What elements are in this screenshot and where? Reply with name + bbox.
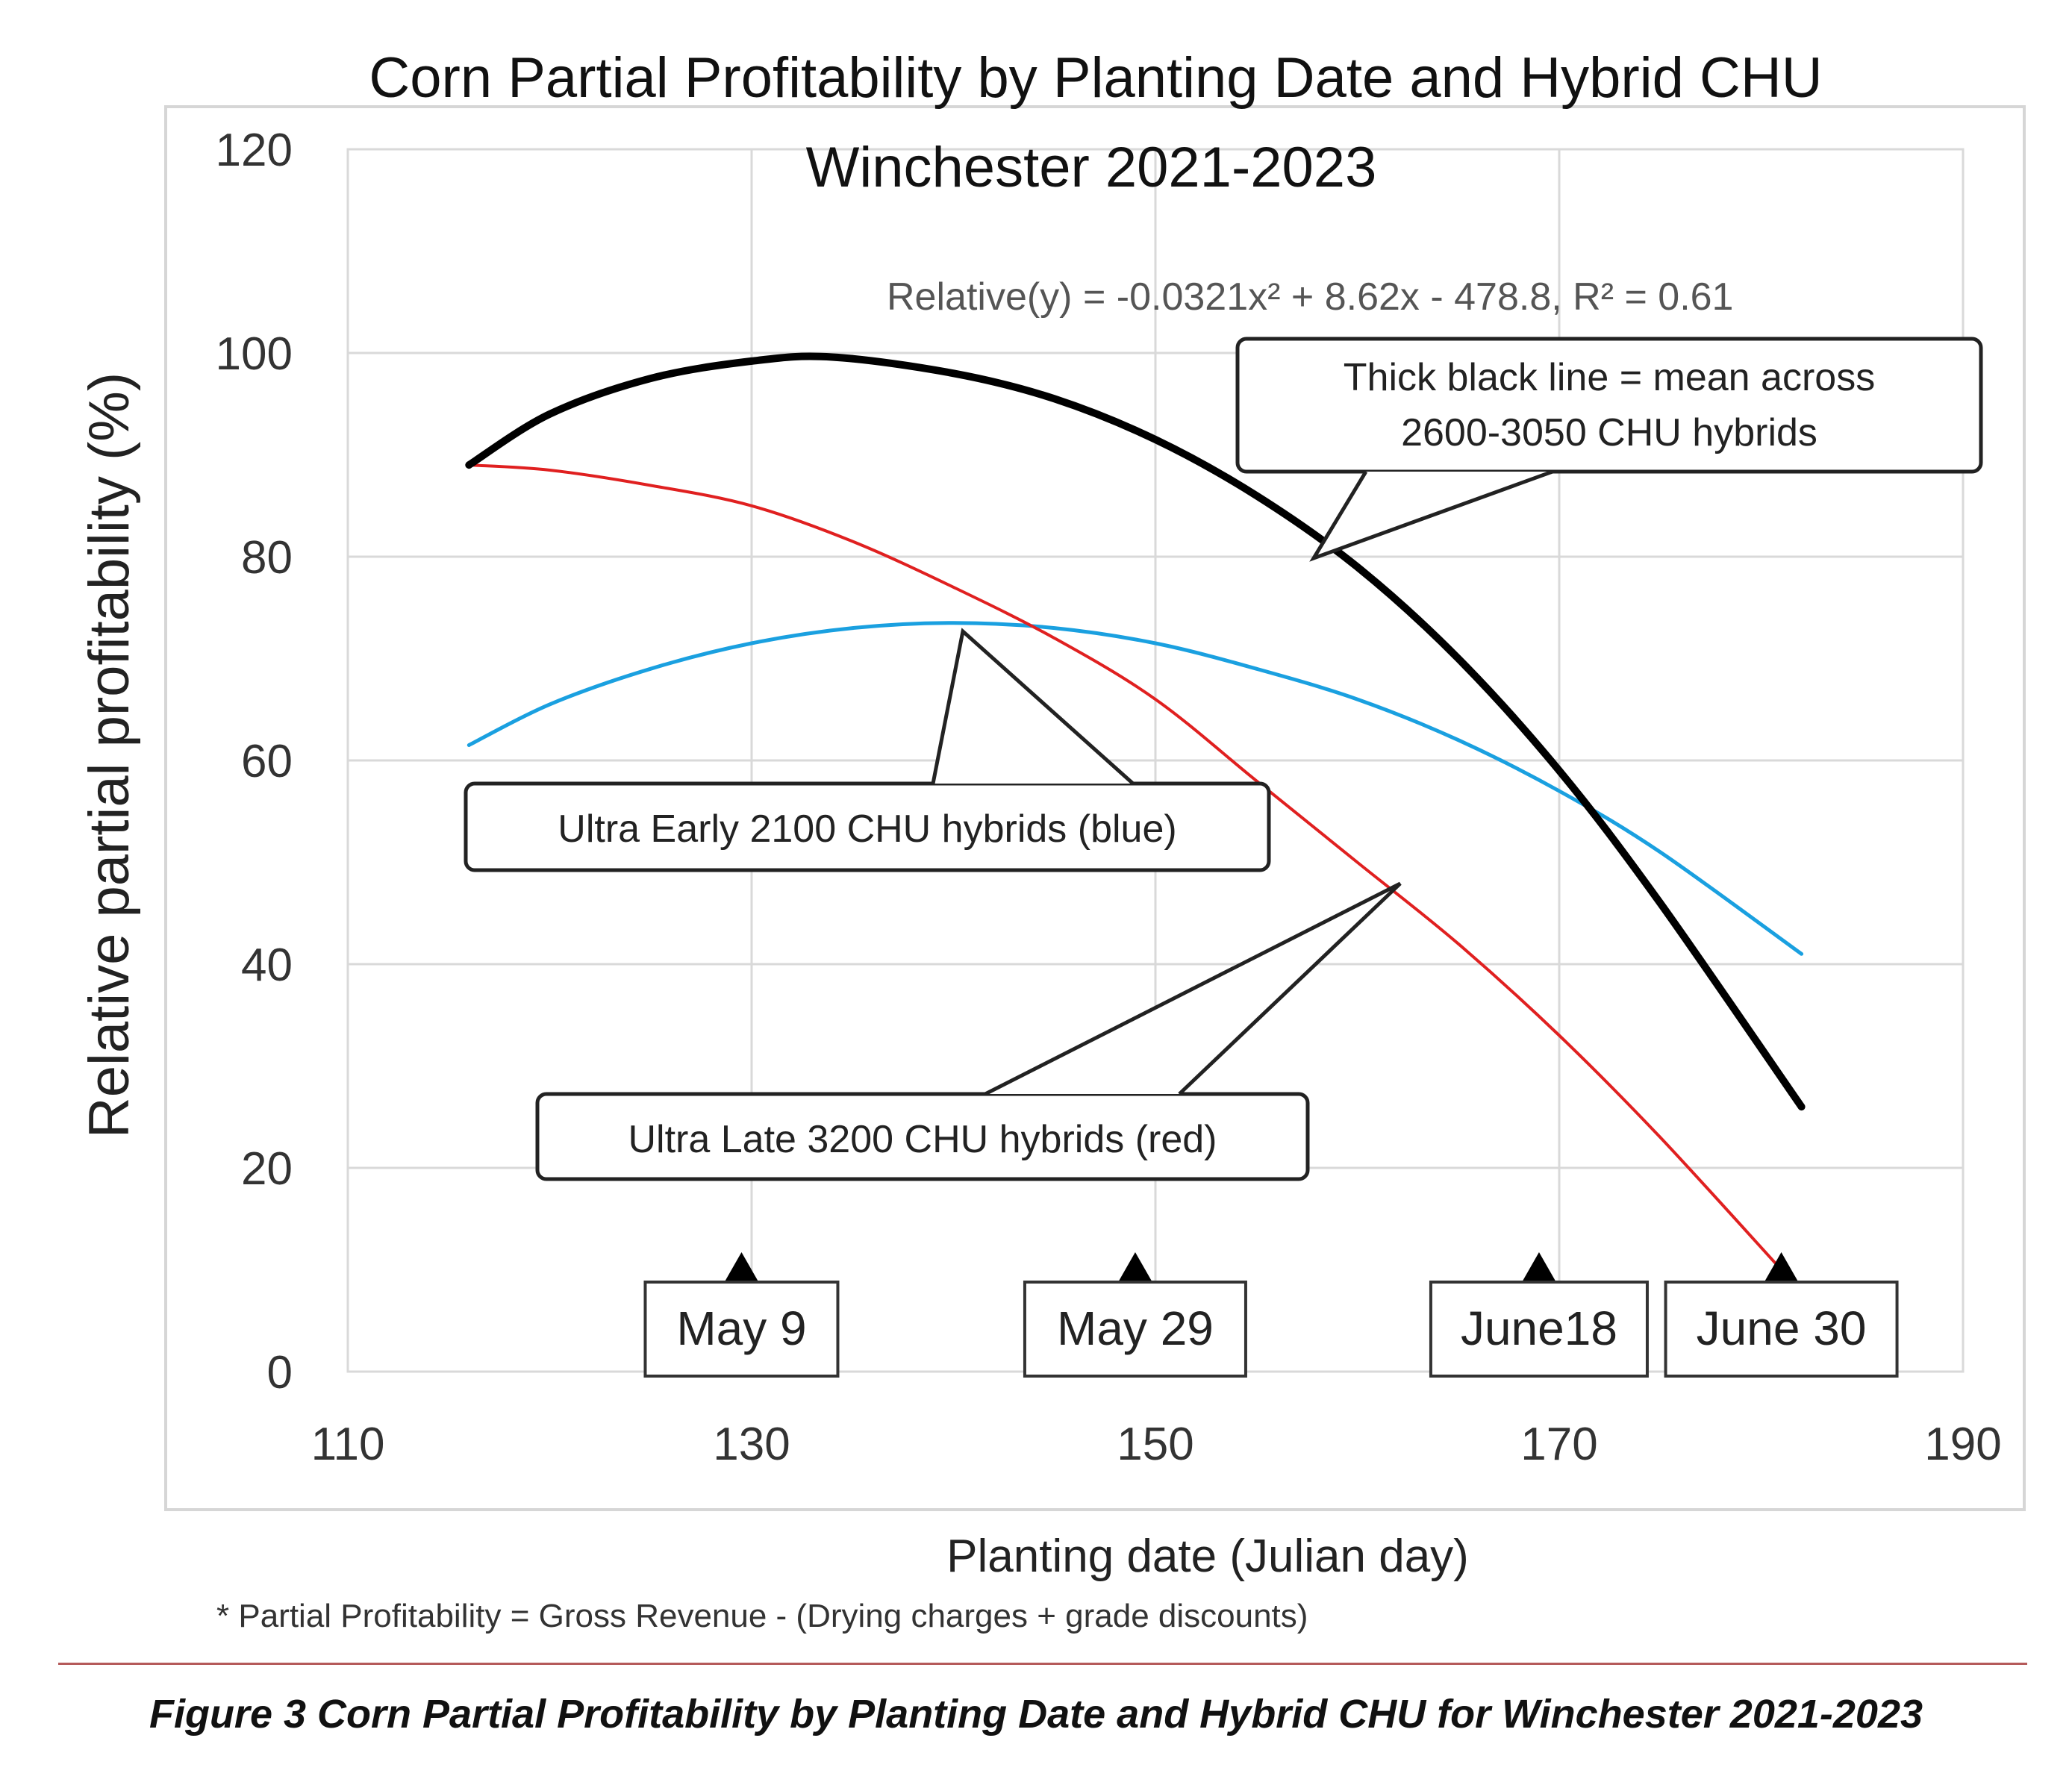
y-tick-label: 60 <box>241 736 293 787</box>
x-axis-label: Planting date (Julian day) <box>946 1531 1469 1582</box>
callout-text: Thick black line = mean across <box>1344 356 1875 399</box>
callout-text: Ultra Late 3200 CHU hybrids (red) <box>628 1118 1217 1161</box>
date-marker: June 30 <box>1664 1252 1899 1378</box>
callout-pointer <box>1309 469 1553 562</box>
trendline-equation: Relative(y) = -0.0321x² + 8.62x - 478.8,… <box>887 275 1733 319</box>
marker-box <box>1023 1281 1247 1378</box>
caption-divider <box>58 1663 2027 1665</box>
marker-triangle <box>723 1252 760 1284</box>
callout-text: 2600-3050 CHU hybrids <box>1401 411 1817 454</box>
series-line-mean <box>465 352 1806 1111</box>
chart-title-line1: Corn Partial Profitability by Planting D… <box>369 46 1822 110</box>
marker-label: May 9 <box>676 1301 806 1355</box>
callout-pointer <box>931 628 1135 785</box>
date-marker: May 29 <box>1023 1252 1247 1378</box>
callout-pointer-fill <box>933 631 1133 784</box>
x-tick-label: 150 <box>1117 1419 1193 1470</box>
x-tick-label: 130 <box>713 1419 790 1470</box>
y-tick-label: 20 <box>241 1143 293 1195</box>
date-markers: May 9 May 29 June18 June 30 <box>643 1252 1899 1378</box>
footnote: * Partial Profitability = Gross Revenue … <box>216 1598 1308 1634</box>
marker-box <box>643 1281 840 1378</box>
date-marker: June18 <box>1429 1252 1649 1378</box>
chart-title-line2: Winchester 2021-2023 <box>806 136 1377 199</box>
callout-box <box>464 781 1271 872</box>
marker-triangle <box>1520 1252 1557 1284</box>
y-tick-label: 0 <box>267 1347 293 1398</box>
x-tick-label: 190 <box>1924 1419 2001 1470</box>
callout-ultra-early: Ultra Early 2100 CHU hybrids (blue) <box>464 628 1271 872</box>
x-tick-label: 110 <box>311 1419 385 1470</box>
callout-box <box>535 1092 1310 1181</box>
callout-ultra-late: Ultra Late 3200 CHU hybrids (red) <box>535 881 1402 1181</box>
series-line-ultra-late <box>467 463 1783 1272</box>
y-tick-label: 40 <box>241 940 293 991</box>
marker-label: May 29 <box>1057 1301 1214 1355</box>
y-axis-label: Relative partial profitability (%) <box>78 372 141 1138</box>
tick-labels: 0 20 40 60 80 100 120 110 130 150 170 190 <box>216 125 2002 1470</box>
marker-triangle <box>1117 1252 1153 1284</box>
callout-box <box>1235 337 1983 474</box>
marker-triangle <box>1763 1252 1800 1284</box>
series-lines <box>465 352 1806 1272</box>
x-tick-label: 170 <box>1520 1419 1597 1470</box>
series-line-ultra-early <box>466 621 1804 956</box>
callout-pointer <box>984 881 1402 1096</box>
marker-box <box>1429 1281 1649 1378</box>
callout-text: Ultra Early 2100 CHU hybrids (blue) <box>558 807 1176 851</box>
y-tick-label: 80 <box>241 532 293 584</box>
y-tick-label: 100 <box>216 328 293 380</box>
figure-caption: Figure 3 Corn Partial Profitability by P… <box>149 1692 1923 1737</box>
callouts: Thick black line = mean across 2600-3050 … <box>464 337 1983 1181</box>
y-tick-label: 120 <box>216 125 293 176</box>
date-marker: May 9 <box>643 1252 840 1378</box>
marker-label: June18 <box>1461 1301 1617 1355</box>
callout-mean: Thick black line = mean across 2600-3050 … <box>1235 337 1983 562</box>
marker-label: June 30 <box>1697 1301 1867 1355</box>
marker-box <box>1664 1281 1899 1378</box>
